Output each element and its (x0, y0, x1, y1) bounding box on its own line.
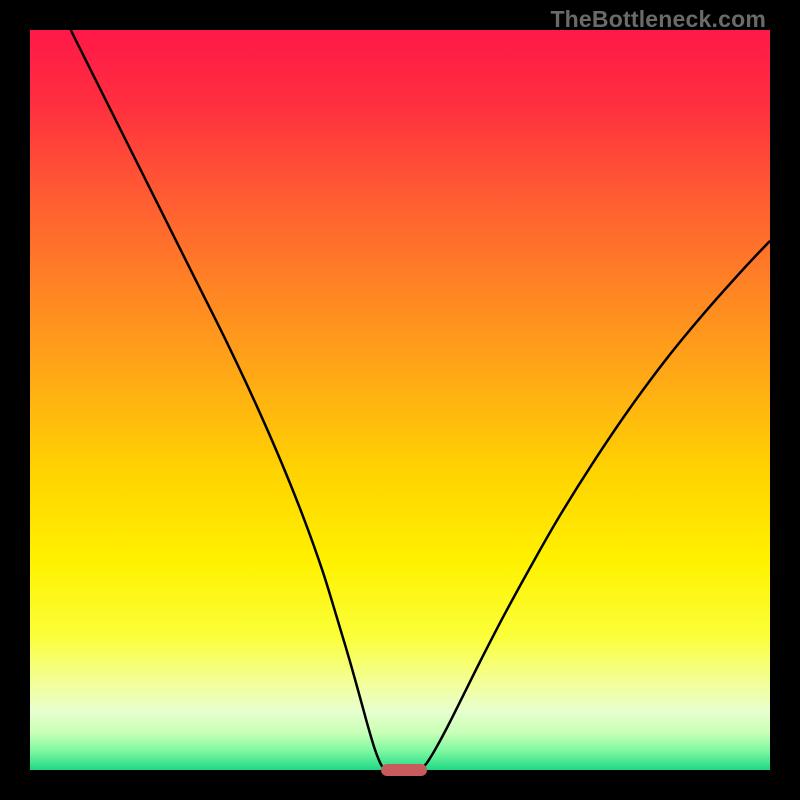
curve-right (422, 241, 770, 769)
curve-left (71, 30, 384, 769)
watermark-text: TheBottleneck.com (550, 6, 766, 33)
bottleneck-curves (30, 30, 770, 770)
optimal-marker (381, 764, 427, 776)
chart-frame: TheBottleneck.com (0, 0, 800, 800)
plot-area (30, 30, 770, 770)
